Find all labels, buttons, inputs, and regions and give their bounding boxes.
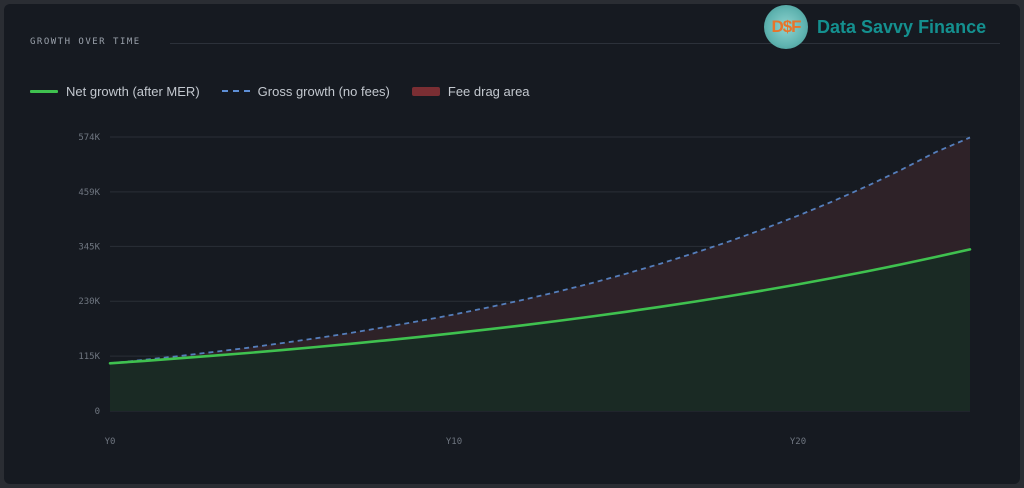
y-tick-label: 0: [95, 407, 100, 417]
fee-area-swatch-icon: [411, 86, 440, 96]
brand: D$F Data Savvy Finance: [764, 5, 986, 49]
legend-item-net[interactable]: Net growth (after MER): [30, 84, 200, 99]
y-tick-label: 459K: [78, 188, 100, 198]
y-tick-label: 115K: [78, 352, 100, 362]
brand-logo-icon: D$F: [764, 5, 808, 49]
y-tick-label: 230K: [78, 297, 100, 307]
fee-drag-area: [110, 137, 970, 364]
y-tick-label: 574K: [78, 133, 100, 143]
section-title: GROWTH OVER TIME: [30, 37, 141, 47]
x-tick-label: Y0: [105, 437, 116, 447]
legend-label-net: Net growth (after MER): [66, 83, 200, 99]
legend-label-gross: Gross growth (no fees): [257, 83, 390, 99]
legend-item-gross[interactable]: Gross growth (no fees): [221, 83, 390, 99]
x-tick-label: Y20: [790, 437, 806, 447]
y-tick-label: 345K: [78, 242, 100, 252]
legend-label-fee: Fee drag area: [447, 83, 530, 99]
gross-dash-swatch-icon: [221, 90, 250, 92]
brand-name: Data Savvy Finance: [817, 16, 987, 37]
chart-legend: Net growth (after MER) Gross growth (no …: [30, 82, 552, 100]
net-line-swatch-icon: [30, 89, 58, 93]
net-growth-line: [108, 248, 972, 365]
title-divider: [170, 43, 1000, 44]
net-growth-area: [110, 249, 970, 411]
x-tick-label: Y10: [446, 437, 462, 447]
gross-growth-line: [109, 136, 971, 365]
legend-item-fee[interactable]: Fee drag area: [411, 83, 530, 99]
